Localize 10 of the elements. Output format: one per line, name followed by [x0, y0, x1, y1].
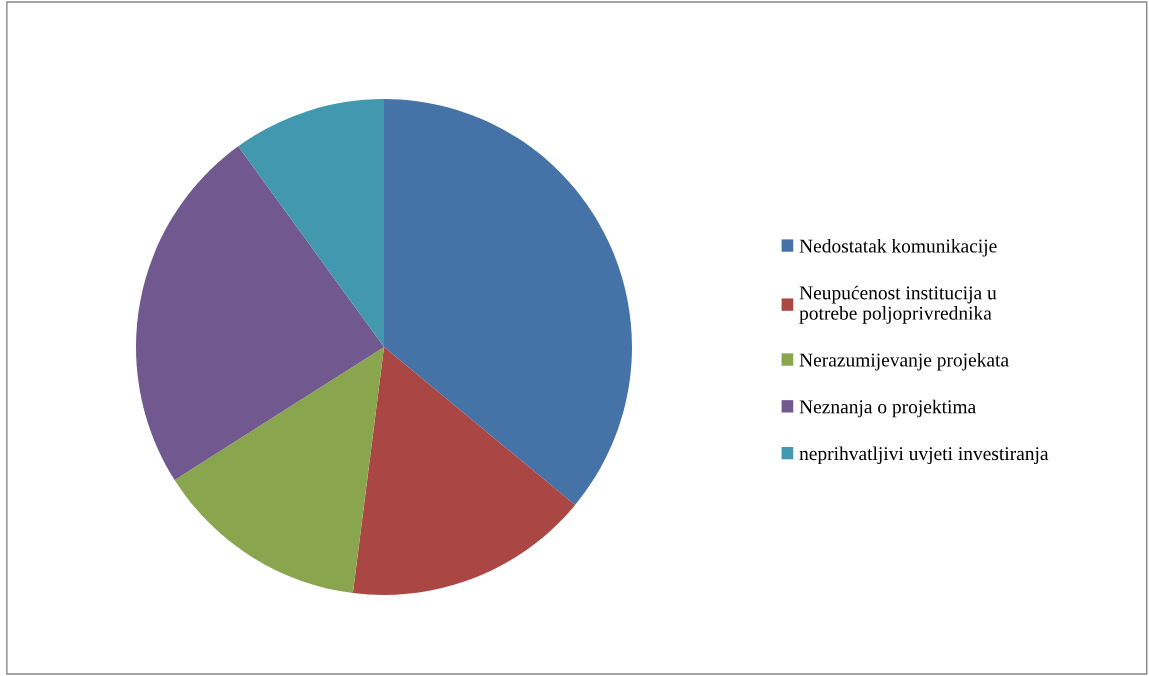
legend-label: neprihvatljivi uvjeti investiranja: [799, 446, 1049, 465]
legend-label: Nerazumijevanje projekata: [799, 352, 1009, 371]
legend-label: Nedostatak komunikacije: [799, 238, 997, 257]
pie-slice: [174, 347, 384, 594]
pie-slice: [352, 347, 576, 595]
legend-label: Neznanja o projektima: [799, 399, 976, 418]
pie-slice: [384, 99, 632, 506]
pie-slice: [238, 99, 384, 347]
pie-slice: [136, 146, 384, 480]
legend-label: Neupućenost institucija u potrebe poljoprivrednika: [799, 285, 997, 324]
